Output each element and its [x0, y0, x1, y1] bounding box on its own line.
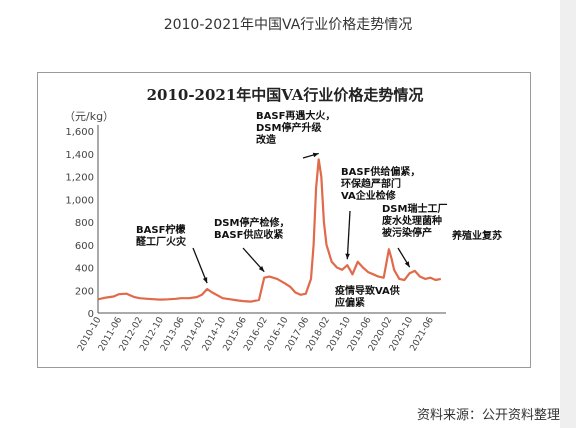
annotation-line: DSM停产升级: [256, 121, 322, 134]
y-tick-label: 1,400: [65, 150, 94, 161]
annotation-arrowhead: [312, 152, 319, 158]
chart-title: 2010-2021年中国VA行业价格走势情况: [147, 86, 424, 104]
annotation-line: 环保趋严部门: [341, 177, 401, 190]
annotation-arrowhead: [258, 266, 265, 272]
annotation-text: 疫情导致VA供应偏紧: [335, 284, 400, 309]
x-tick-labels: 2010-102011-062012-022012-102013-062014-…: [76, 315, 436, 353]
annotation-line: 疫情导致VA供: [335, 284, 400, 297]
axes: [97, 125, 446, 314]
scrollbar-track[interactable]: [560, 0, 576, 428]
annotation-arrowhead: [202, 277, 208, 284]
annotation-line: BASF再遇大火，: [256, 109, 335, 122]
y-tick-labels: 0 200 400 600 800 1,000 1,200 1,400 1,600: [65, 127, 94, 320]
annotation-arrow: [192, 247, 208, 284]
annotation-line: 改造: [256, 133, 277, 146]
source-note: 资料来源：公开资料整理: [416, 408, 560, 423]
annotation-line: 废水处理菌种: [382, 214, 442, 227]
annotation-text: 养殖业复苏: [451, 229, 502, 242]
y-axis-unit-label: （元/kg）: [64, 110, 114, 123]
annotation-arrowhead: [404, 261, 410, 268]
y-tick-label: 800: [75, 218, 94, 229]
annotation-line: 醛工厂火灾: [136, 235, 187, 248]
annotation-line: 养殖业复苏: [451, 229, 502, 242]
annotation-text: BASF再遇大火， DSM停产升级改造: [256, 109, 335, 146]
line-chart: 2010-2021年中国VA行业价格走势情况 （元/kg） 0 200 400 600…: [64, 86, 502, 353]
y-tick-label: 1,600: [65, 127, 94, 138]
annotation-line: DSM停产检修，: [214, 216, 289, 229]
annotation-line: 被污染停产: [382, 226, 432, 239]
page-title: 2010-2021年中国VA行业价格走势情况: [163, 17, 413, 33]
chart-figure: 2010-2021年中国VA行业价格走势情况 （元/kg） 0 200 400 600…: [37, 72, 531, 368]
y-tick-label: 0: [88, 309, 94, 320]
annotation-line: BASF供应收紧: [214, 228, 283, 241]
y-tick-label: 200: [75, 286, 94, 297]
annotation-text: DSM瑞士工厂废水处理菌种被污染停产: [382, 202, 447, 239]
annotation-line: DSM瑞士工厂: [382, 202, 447, 215]
annotation-text: DSM停产检修， BASF供应收紧: [214, 216, 289, 241]
y-tick-label: 1,200: [65, 173, 94, 184]
annotation-line: BASF柠檬: [136, 223, 185, 236]
series-line: [97, 158, 442, 303]
y-tick-label: 600: [75, 241, 94, 252]
y-tick-label: 400: [75, 264, 94, 275]
annotation-line: BASF供给偏紧，: [341, 165, 420, 178]
annotation-arrow: [346, 210, 351, 260]
annotation-text: BASF供给偏紧，环保趋严部门 VA企业检修: [341, 165, 420, 202]
price-series: [97, 158, 442, 303]
annotation-line: VA企业检修: [341, 189, 397, 202]
y-tick-label: 1,000: [65, 195, 94, 206]
annotation-text: BASF柠檬醛工厂火灾: [136, 223, 187, 248]
annotation-line: 应偏紧: [335, 296, 365, 309]
annotation-arrowhead: [345, 253, 350, 260]
